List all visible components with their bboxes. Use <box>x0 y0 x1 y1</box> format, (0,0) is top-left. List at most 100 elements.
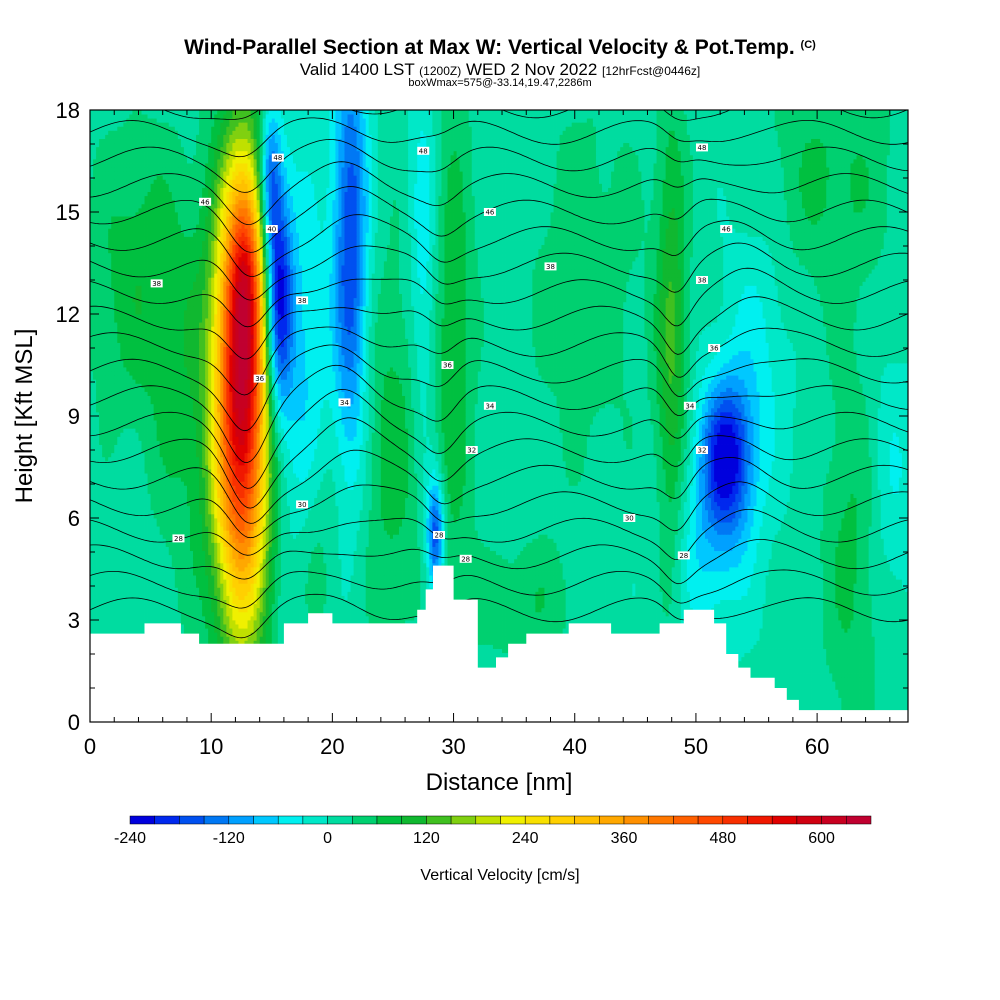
velocity-cell <box>483 660 488 666</box>
velocity-cell <box>850 701 854 707</box>
velocity-cell <box>895 701 900 707</box>
velocity-cell <box>856 693 860 698</box>
velocity-cell <box>786 664 791 670</box>
velocity-cell <box>832 701 836 707</box>
velocity-cell <box>801 705 806 711</box>
velocity-cell <box>874 701 879 707</box>
velocity-cell <box>759 652 763 658</box>
velocity-cell <box>780 673 785 678</box>
velocity-cell <box>768 652 773 658</box>
velocity-cell <box>901 664 906 670</box>
velocity-cell <box>844 668 848 674</box>
velocity-cell <box>505 652 509 658</box>
velocity-cell <box>904 701 908 707</box>
velocity-cell <box>826 697 830 702</box>
velocity-cell <box>811 681 815 686</box>
velocity-cell <box>856 664 860 670</box>
velocity-cell <box>774 685 779 690</box>
velocity-cell <box>850 697 854 702</box>
velocity-cell <box>850 648 854 654</box>
velocity-cell <box>795 697 800 702</box>
velocity-cell <box>838 664 842 670</box>
velocity-cell <box>877 697 882 702</box>
velocity-cell <box>820 681 824 686</box>
velocity-cell <box>777 648 782 654</box>
velocity-cell <box>838 668 842 674</box>
velocity-cell <box>892 673 897 678</box>
velocity-cell <box>783 673 788 678</box>
velocity-cell <box>895 697 900 702</box>
velocity-cell <box>759 648 763 654</box>
velocity-cell <box>792 697 797 702</box>
velocity-cell <box>777 685 782 690</box>
velocity-cell <box>832 705 836 711</box>
velocity-cell <box>492 656 497 662</box>
velocity-cell <box>904 693 908 698</box>
velocity-cell <box>835 689 839 694</box>
velocity-cell <box>492 652 497 658</box>
velocity-cell <box>480 652 485 658</box>
velocity-cell <box>801 652 806 658</box>
velocity-cell <box>738 664 742 670</box>
velocity-cell <box>817 701 821 707</box>
velocity-cell <box>835 701 839 707</box>
velocity-cell <box>868 693 873 698</box>
velocity-cell <box>880 705 885 711</box>
velocity-cell <box>883 673 888 678</box>
velocity-cell <box>880 681 885 686</box>
velocity-cell <box>792 677 797 682</box>
velocity-cell <box>883 681 888 686</box>
velocity-cell <box>892 677 897 682</box>
velocity-cell <box>774 648 779 654</box>
velocity-cell <box>789 664 794 670</box>
velocity-cell <box>874 656 879 662</box>
velocity-cell <box>892 664 897 670</box>
velocity-cell <box>792 668 797 674</box>
velocity-cell <box>814 701 818 707</box>
velocity-cell <box>874 685 879 690</box>
velocity-cell <box>856 685 860 690</box>
velocity-cell <box>492 660 497 666</box>
velocity-cell <box>868 673 873 678</box>
velocity-cell <box>841 660 845 666</box>
velocity-cell <box>808 693 812 698</box>
velocity-cell <box>789 681 794 686</box>
velocity-cell <box>808 652 812 658</box>
velocity-cell <box>786 685 791 690</box>
velocity-cell <box>901 697 906 702</box>
velocity-cell <box>868 668 873 674</box>
velocity-cell <box>759 660 763 666</box>
velocity-cell <box>898 689 903 694</box>
velocity-cell <box>829 701 833 707</box>
velocity-cell <box>738 648 742 654</box>
velocity-cell <box>817 693 821 698</box>
velocity-cell <box>801 681 806 686</box>
velocity-cell <box>886 681 891 686</box>
velocity-cell <box>868 664 873 670</box>
velocity-cell <box>844 689 848 694</box>
velocity-cell <box>898 685 903 690</box>
velocity-cell <box>808 668 812 674</box>
velocity-cell <box>765 656 770 662</box>
box-max-info: boxWmax=575@-33.14,19.47,2286m <box>0 77 1000 89</box>
velocity-cell <box>826 677 830 682</box>
velocity-cell <box>829 697 833 702</box>
velocity-cell <box>892 705 897 711</box>
velocity-cell <box>804 705 809 711</box>
velocity-cell <box>801 648 806 654</box>
velocity-cell <box>826 656 830 662</box>
velocity-cell <box>844 705 848 711</box>
velocity-cell <box>786 668 791 674</box>
velocity-cell <box>762 656 767 662</box>
velocity-cell <box>777 652 782 658</box>
velocity-cell <box>814 668 818 674</box>
velocity-cell <box>904 660 908 666</box>
velocity-cell <box>835 705 839 711</box>
velocity-cell <box>826 660 830 666</box>
velocity-cell <box>829 693 833 698</box>
velocity-cell <box>895 660 900 666</box>
velocity-cell <box>859 697 863 702</box>
velocity-cell <box>814 705 818 711</box>
velocity-cell <box>838 685 842 690</box>
velocity-cell <box>844 673 848 678</box>
